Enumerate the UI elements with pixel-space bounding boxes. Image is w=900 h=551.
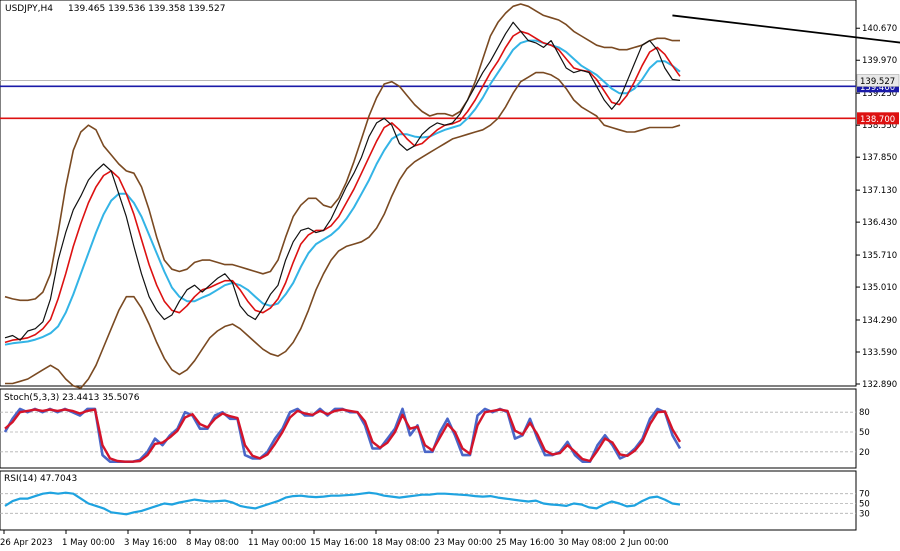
rsi-pane xyxy=(0,470,857,531)
time-tick-label: 15 May 16:00 xyxy=(310,538,368,548)
time-tick-label: 18 May 08:00 xyxy=(372,538,430,548)
ma-red-line xyxy=(4,30,681,344)
rsi-tick-label: 70 xyxy=(859,490,870,500)
chart-title: USDJPY,H4 xyxy=(5,4,53,14)
rsi-plot xyxy=(0,491,856,516)
current-price-label: 139.527 xyxy=(860,77,895,87)
bollinger-upper-line xyxy=(4,3,680,302)
stochastic-pane xyxy=(0,388,857,469)
bollinger-lower-line xyxy=(5,71,681,389)
stochastic-signal-line xyxy=(4,408,682,463)
price-tick-label: 134.290 xyxy=(862,316,897,326)
time-tick-label: 23 May 00:00 xyxy=(434,538,492,548)
price-tick-label: 135.710 xyxy=(862,251,897,261)
price-tick-label: 136.430 xyxy=(862,218,897,228)
stochastic-tick-label: 80 xyxy=(859,408,870,418)
ohlc-readout: 139.465 139.536 139.358 139.527 xyxy=(68,4,225,14)
price-tick-label: 139.970 xyxy=(862,56,897,66)
level-price-label: 139.400 xyxy=(860,83,895,93)
ma-blue-line xyxy=(4,39,681,346)
rsi-line xyxy=(4,491,681,516)
price-plot xyxy=(0,3,900,389)
current-price-box xyxy=(856,74,900,87)
price-tick-label: 133.590 xyxy=(862,348,897,358)
price-line xyxy=(4,21,681,341)
price-tick-label: 140.670 xyxy=(862,24,897,34)
time-tick-label: 8 May 08:00 xyxy=(186,538,239,548)
time-tick-label: 11 May 00:00 xyxy=(248,538,306,548)
level-price-label: 138.700 xyxy=(860,115,895,125)
axes: 140.670 139.970 139.250 138.550 137.850 137.1… xyxy=(0,24,900,548)
time-tick-label: 26 Apr 2023 xyxy=(0,538,53,548)
rsi-label: RSI(14) 47.7043 xyxy=(4,474,77,484)
time-tick-label: 25 May 16:00 xyxy=(496,538,554,548)
time-tick-label: 2 Jun 00:00 xyxy=(620,538,669,548)
stochastic-tick-label: 20 xyxy=(859,448,870,458)
price-tick-label: 135.010 xyxy=(862,283,897,293)
stochastic-label: Stoch(5,3,3) 23.4413 35.5076 xyxy=(4,393,140,403)
price-pane xyxy=(0,0,857,387)
resistance-trendline xyxy=(672,14,900,44)
time-tick-label: 1 May 00:00 xyxy=(62,538,115,548)
rsi-tick-label: 50 xyxy=(859,500,870,510)
price-tick-label: 138.550 xyxy=(862,121,897,131)
stochastic-tick-label: 50 xyxy=(859,428,870,438)
price-tick-label: 137.850 xyxy=(862,153,897,163)
rsi-tick-label: 30 xyxy=(859,509,870,519)
stochastic-plot xyxy=(0,407,856,464)
price-tick-label: 137.130 xyxy=(862,186,897,196)
price-tick-label: 139.250 xyxy=(862,89,897,99)
price-tick-label: 132.890 xyxy=(862,380,897,390)
time-tick-label: 30 May 08:00 xyxy=(558,538,616,548)
level-price-box xyxy=(857,112,899,125)
time-tick-label: 3 May 16:00 xyxy=(124,538,177,548)
